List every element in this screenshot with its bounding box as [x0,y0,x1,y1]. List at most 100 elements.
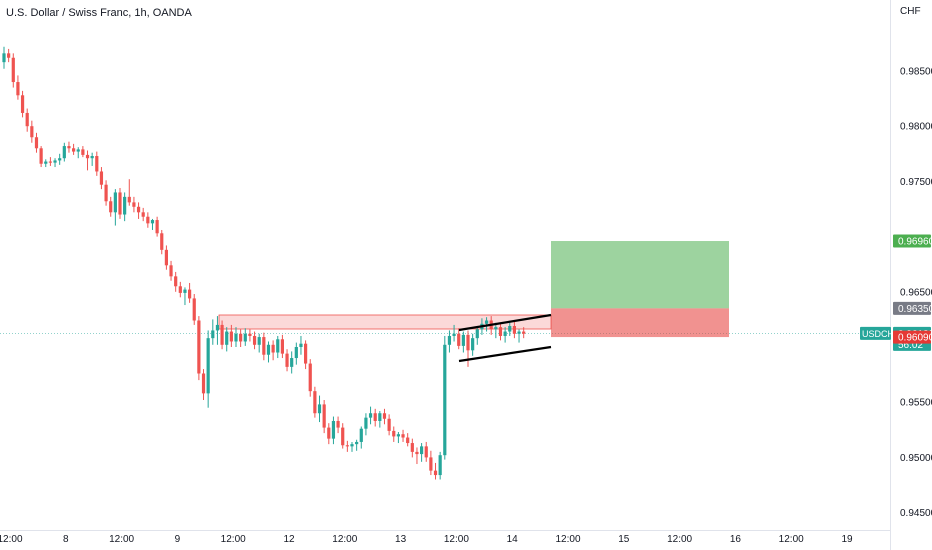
symbol-title: U.S. Dollar / Swiss Franc, 1h, OANDA [6,7,192,19]
candle [415,447,419,465]
candle-body [178,286,182,293]
candle-body [146,216,150,224]
candle-body [313,391,317,414]
candle [392,426,396,442]
candle-body [443,344,447,456]
time-axis[interactable]: 12:00 8 12:00 9 12:00 12 12:00 13 12:00 14 12:00 15… [0,534,853,545]
candle [396,432,400,444]
candle [150,218,155,230]
time-tick-label: 9 [175,534,181,545]
candle-body [155,220,159,234]
price-tick-label: 0.94500 [900,508,932,519]
candle-body [452,333,456,336]
candle-body [225,331,229,345]
candle [11,53,15,88]
candle [257,333,261,353]
candle-body [58,158,62,161]
candle [248,329,252,342]
candle [67,141,71,153]
candle-body [234,333,238,342]
candle-body [44,161,48,164]
candle [44,159,48,168]
candle-body [276,339,280,353]
channel-lower-line [458,345,552,363]
target-zone [551,241,729,309]
candle [136,202,141,219]
candle [239,329,243,347]
candle-body [475,329,479,339]
candle-body [85,154,90,159]
candle-body [484,320,489,324]
candle-body [76,149,80,152]
resistance-zone [218,314,552,330]
candle-body [132,202,136,207]
candle-body [113,192,117,213]
candle-body [174,276,178,287]
candle [211,319,215,345]
candle-body [109,201,113,213]
currency-label: CHF [900,6,921,17]
candle-body [517,331,521,334]
candle-body [81,149,85,155]
candle [373,408,377,427]
candle [322,399,326,434]
candle [308,359,312,397]
candle-body [508,326,512,332]
candle [201,369,206,400]
candle-body [239,333,243,342]
candle [294,342,298,365]
candle-body [141,212,145,217]
target-price-tag-bg [893,234,931,248]
time-tick-label: 15 [618,534,630,545]
candle-body [262,337,266,355]
candle-body [266,344,271,355]
candle-body [308,363,312,392]
countdown-label: 56:02 [898,340,923,351]
candle [62,142,66,162]
candle-body [336,420,340,428]
time-tick-label: 12:00 [221,534,246,545]
candle [20,90,25,118]
candle [345,440,349,452]
candle [443,335,447,460]
candle [466,330,470,367]
candle-body [150,220,155,224]
candle [387,414,391,436]
candle [433,462,438,480]
candle-body [285,353,289,367]
candle-body [378,413,382,421]
candle [215,316,220,345]
candle-body [461,334,465,346]
candle [290,351,294,374]
time-tick-label: 12 [283,534,295,545]
candle-body [192,298,196,321]
candle-body [424,446,428,458]
candle [132,196,136,213]
candle-body [197,320,201,374]
candle [503,327,507,343]
candle [197,316,201,381]
candle [522,327,526,339]
candle-body [211,330,215,339]
candle [271,340,275,361]
candle [471,333,475,356]
candle [81,146,85,158]
candle [123,192,127,222]
candle [447,330,452,353]
candle-body [123,196,127,215]
chart-title: U.S. Dollar / Swiss Franc, 1h, OANDA [6,7,192,19]
candle [220,320,224,350]
candle-body [201,373,206,394]
candle [452,324,456,342]
candle-body [39,148,43,164]
candle [127,179,131,206]
candle-body [420,446,424,455]
candle [229,324,233,347]
candle-body [248,333,252,336]
candle [155,216,159,237]
candle-body [95,156,99,172]
